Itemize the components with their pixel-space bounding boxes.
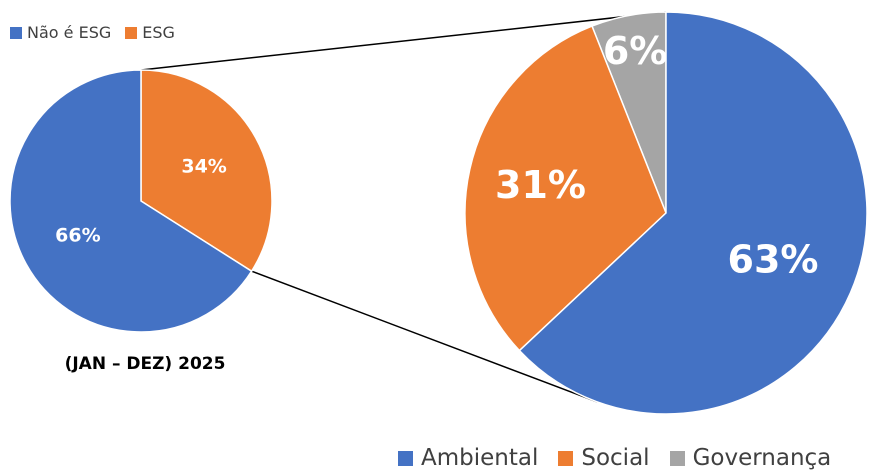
legend-label-governanca: Governança <box>692 445 832 471</box>
esg-breakdown-legend: Ambiental Social Governança <box>398 445 851 471</box>
esg-share-pie: 34% 66% <box>9 69 273 333</box>
legend-swatch-ambiental <box>398 450 413 466</box>
esg-share-legend: Não é ESG ESG <box>10 23 189 42</box>
data-label-ambiental: 63% <box>728 237 819 281</box>
pie-slice-nao-e-esg <box>9 69 253 333</box>
legend-swatch-esg <box>125 26 138 39</box>
legend-item-ambiental: Ambiental <box>398 445 538 471</box>
data-label-social: 31% <box>495 163 586 207</box>
chart-title: (JAN – DEZ) 2025 <box>64 354 226 374</box>
legend-label-ambiental: Ambiental <box>421 445 539 471</box>
legend-label-nao-esg: Não é ESG <box>27 23 112 42</box>
legend-item-esg: ESG <box>125 23 175 42</box>
data-label-nao-e-esg: 66% <box>55 225 100 247</box>
esg-breakdown-pie: 6% 31% 63% <box>464 11 868 415</box>
pie-slice-esg <box>140 69 273 273</box>
legend-item-governanca: Governança <box>669 445 832 471</box>
connector-lines <box>140 11 667 403</box>
legend-label-esg: ESG <box>142 23 175 42</box>
legend-item-nao-esg: Não é ESG <box>10 23 111 42</box>
legend-swatch-nao-esg <box>10 26 22 39</box>
data-label-governanca: 6% <box>603 29 668 73</box>
data-label-esg: 34% <box>181 155 226 177</box>
legend-label-social: Social <box>581 445 650 471</box>
pie-slice-social <box>464 25 667 352</box>
legend-item-social: Social <box>558 445 650 471</box>
connector-line-bottom <box>251 270 598 403</box>
legend-swatch-governanca <box>669 450 685 466</box>
legend-swatch-social <box>558 450 574 466</box>
connector-line-top <box>140 11 667 71</box>
pie-slice-ambiental <box>518 11 868 415</box>
